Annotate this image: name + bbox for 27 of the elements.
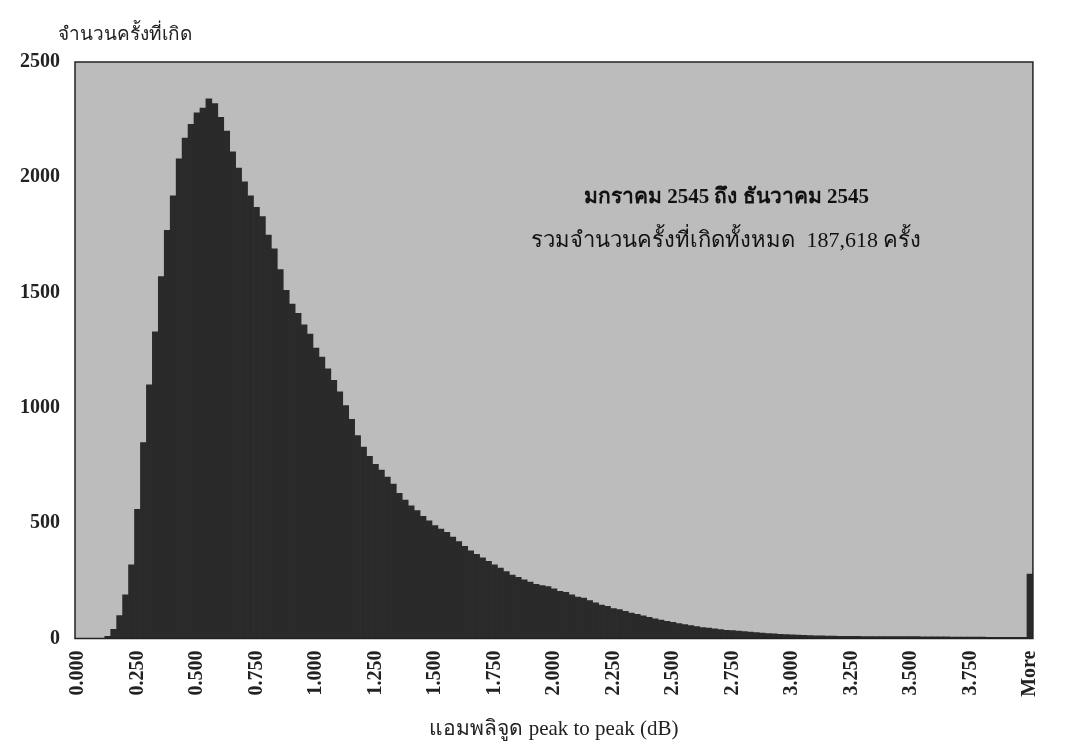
x-tick-label: 2.750 <box>719 650 742 696</box>
y-tick-label: 2500 <box>20 49 60 72</box>
y-tick-label: 0 <box>50 625 60 648</box>
x-tick-label: 3.250 <box>838 650 861 696</box>
x-tick-label: 3.500 <box>898 650 921 696</box>
y-tick-label: 500 <box>30 510 60 533</box>
y-axis-title: จำนวนครั้งที่เกิด <box>58 19 192 46</box>
x-tick-label: 0.500 <box>184 650 207 696</box>
x-axis-title: แอมพลิจูด peak to peak (dB) <box>429 715 679 741</box>
y-tick-label: 1000 <box>20 395 60 418</box>
y-tick-label: 1500 <box>20 279 60 302</box>
x-tick-label: 0.000 <box>65 650 88 696</box>
x-tick-label: 1.750 <box>481 650 504 696</box>
y-tick-label: 2000 <box>20 164 60 187</box>
x-tick-label: 3.000 <box>779 650 802 696</box>
annotation: รวมจำนวนครั้งที่เกิดทั้งหมด 187,618 ครั้ง <box>531 223 922 252</box>
annotation: มกราคม 2545 ถึง ธันวาคม 2545 <box>583 183 869 208</box>
x-tick-label: 3.750 <box>957 650 980 696</box>
x-tick-label: 2.500 <box>660 650 683 696</box>
x-tick-label: 0.250 <box>124 650 147 696</box>
x-tick-label: More <box>1017 650 1040 697</box>
x-tick-label: 1.500 <box>422 650 445 696</box>
x-tick-label: 1.250 <box>362 650 385 696</box>
x-tick-label: 2.000 <box>541 650 564 696</box>
x-tick-label: 0.750 <box>243 650 266 696</box>
x-tick-label: 2.250 <box>600 650 623 696</box>
x-tick-label: 1.000 <box>303 650 326 696</box>
